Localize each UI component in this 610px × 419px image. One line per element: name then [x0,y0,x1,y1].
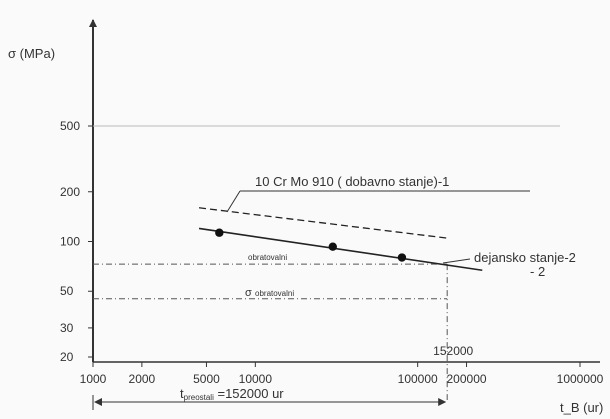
series-line-1 [198,207,447,239]
reference-lines [93,263,448,400]
points-layer [215,228,407,262]
x-axis-label: t_B (ur) [560,400,603,415]
series-1-label: 10 Cr Mo 910 ( dobavno stanje)-1 [255,174,449,189]
y-tick-label: 50 [60,284,74,298]
x-tick-label: 5000 [193,372,220,386]
data-point [397,253,407,262]
y-axis-label: σ (MPa) [8,46,55,61]
series-2-leader-line [442,258,471,264]
x-tick-label: 2000 [129,372,156,386]
y-tick-label: 200 [60,185,80,199]
y-ticks: 20 30 50 100 200 500 [60,119,93,364]
series-2-label: dejansko stanje-2 [474,250,576,265]
series-1-leader-line [226,190,241,213]
data-point [328,242,337,251]
labels-layer: 10 Cr Mo 910 ( dobavno stanje)-1 dejansko… [92,174,576,410]
t-preostali-label: tpreostali =152000 ur [180,386,284,402]
data-point [215,228,224,237]
y-tick-label: 30 [60,321,74,335]
obratovalni-label-upper: obratovalni [248,253,287,262]
y-tick-label: 100 [60,235,80,249]
t-value-label: 152000 [433,344,473,358]
x-tick-label: 1000000 [557,372,604,386]
y-tick-label: 500 [60,119,80,133]
x-tick-label: 200000 [447,372,487,386]
x-tick-label: 1000 [80,372,107,386]
series-layer [198,207,483,272]
x-ticks: 1000 2000 5000 10000 100000 200000 1000000 [80,362,604,386]
sigma-symbol-label: σ [245,287,252,299]
x-tick-label: 10000 [239,372,273,386]
series-2-label-line2: - 2 [530,264,545,279]
y-tick-label: 20 [60,350,74,364]
x-tick-label: 100000 [398,372,438,386]
series-line-2 [198,227,483,272]
obratovalni-label-lower: obratovalni [255,289,294,298]
